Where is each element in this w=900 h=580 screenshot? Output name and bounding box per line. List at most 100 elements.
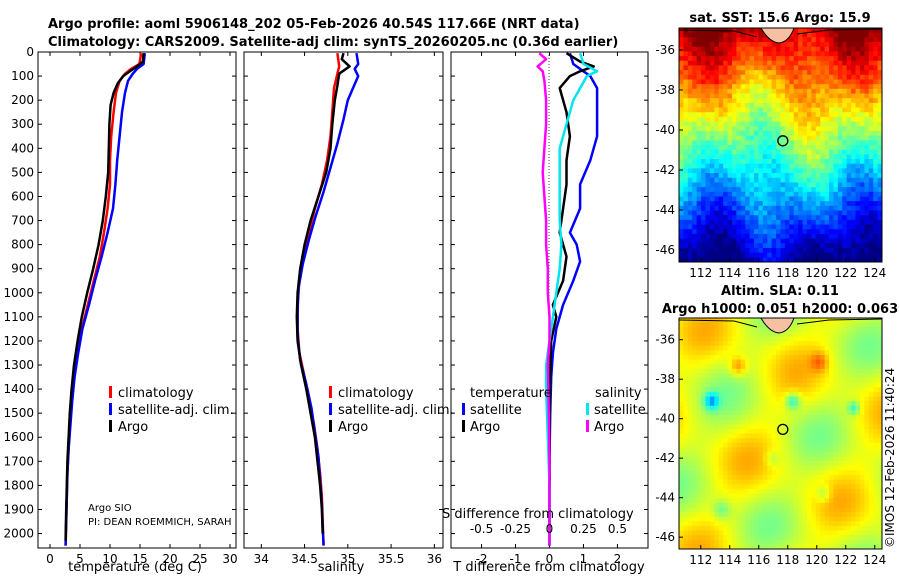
map-cell	[793, 359, 799, 365]
map-cell	[806, 252, 812, 258]
map-cell	[877, 102, 882, 108]
map-cell	[709, 173, 715, 179]
map-cell	[731, 70, 737, 76]
map-cell	[859, 507, 865, 513]
map-cell	[767, 93, 773, 99]
map-cell	[811, 544, 817, 549]
map-cell	[754, 475, 759, 481]
map-cell	[767, 215, 773, 221]
map-cell	[846, 410, 852, 416]
map-cell	[864, 451, 870, 457]
map-cell	[692, 368, 698, 374]
map-cell	[701, 391, 706, 397]
map-cell	[802, 382, 808, 388]
map-cell	[837, 177, 843, 183]
map-cell	[727, 79, 733, 85]
map-cell	[745, 32, 751, 38]
map-cell	[864, 215, 870, 221]
map-cell	[793, 428, 799, 434]
map-cell	[868, 512, 874, 518]
map-cell	[767, 354, 773, 360]
map-cell	[754, 502, 759, 508]
map-cell	[784, 252, 790, 258]
map-cell	[784, 93, 790, 99]
map-cell	[873, 424, 878, 430]
map-cell	[784, 419, 790, 425]
map-cell	[705, 341, 711, 347]
map-cell	[802, 187, 808, 193]
map-cell	[859, 210, 865, 216]
map-cell	[815, 373, 821, 379]
map-cell	[877, 493, 882, 499]
map-cell	[758, 252, 764, 258]
map-cell	[833, 191, 839, 197]
map-cell	[820, 163, 826, 169]
map-cell	[745, 345, 751, 351]
map-cell	[714, 135, 720, 141]
map-cell	[833, 354, 839, 360]
map-cell	[705, 187, 711, 193]
map-cell	[780, 238, 786, 244]
map-cell	[767, 401, 773, 407]
map-cell	[696, 364, 702, 370]
map-cell	[837, 368, 843, 374]
map-cell	[683, 331, 689, 337]
map-cell	[714, 182, 720, 188]
map-cell	[683, 350, 689, 356]
map-cell	[855, 461, 861, 467]
map-cell	[771, 140, 777, 146]
map-cell	[749, 238, 755, 244]
map-cell	[798, 196, 803, 202]
map-cell	[679, 238, 684, 244]
map-cell	[868, 479, 874, 485]
map-cell	[723, 46, 728, 52]
map-cell	[701, 433, 706, 439]
map-cell	[683, 451, 689, 457]
map-cell	[762, 396, 768, 402]
map-cell	[802, 154, 808, 160]
map-cell	[701, 521, 706, 527]
map-cell	[679, 419, 684, 425]
map-cell	[824, 116, 830, 122]
map-cell	[802, 507, 808, 513]
map-cell	[802, 521, 808, 527]
temperature-series	[64, 52, 147, 546]
map-cell	[780, 512, 786, 518]
map-cell	[762, 107, 768, 113]
map-cell	[851, 98, 856, 104]
map-cell	[873, 405, 878, 411]
map-cell	[758, 447, 764, 453]
map-cell	[868, 140, 874, 146]
map-cell	[851, 428, 856, 434]
map-cell	[846, 484, 852, 490]
map-cell	[731, 539, 737, 545]
map-cell	[802, 219, 808, 225]
map-cell	[833, 327, 839, 333]
sla-map	[679, 318, 882, 549]
map-cell	[749, 196, 755, 202]
map-cell	[829, 56, 834, 62]
map-cell	[829, 205, 834, 211]
map-cell	[749, 493, 755, 499]
map-cell	[740, 498, 746, 504]
map-cell	[696, 187, 702, 193]
map-cell	[758, 196, 764, 202]
map-cell	[780, 488, 786, 494]
map-cell	[868, 257, 874, 262]
map-cell	[696, 378, 702, 384]
map-cell	[758, 373, 764, 379]
map-cell	[692, 135, 698, 141]
map-cell	[758, 149, 764, 155]
map-cell	[736, 498, 742, 504]
map-cell	[829, 191, 834, 197]
map-cell	[851, 135, 856, 141]
map-cell	[754, 447, 759, 453]
map-cell	[679, 224, 684, 230]
map-cell	[723, 484, 728, 490]
map-cell	[806, 479, 812, 485]
map-cell	[745, 354, 751, 360]
map-cell	[842, 391, 848, 397]
map-cell	[754, 410, 759, 416]
map-cell	[802, 345, 808, 351]
map-cell	[798, 201, 803, 207]
